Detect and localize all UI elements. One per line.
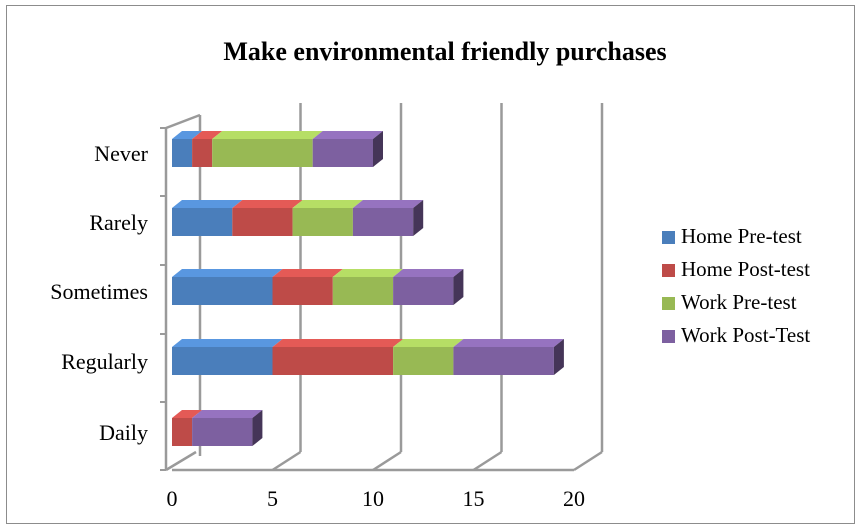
bar-front-face <box>272 347 394 375</box>
floor-left-edge <box>165 450 197 472</box>
bar-front-face <box>352 208 414 236</box>
legend-entry: Home Post-test <box>662 257 810 281</box>
bar-top-face <box>352 200 424 208</box>
bar-end-face <box>373 131 383 167</box>
bar-top-face <box>172 339 283 347</box>
bar-top-face <box>172 131 203 139</box>
chart-title: Make environmental friendly purchases <box>223 37 666 66</box>
y-tick-label: Regularly <box>61 349 148 374</box>
y-axis-ticks: Never Rarely Sometimes Regularly Daily <box>50 127 166 471</box>
bar-segment <box>172 410 203 446</box>
legend-swatch <box>662 264 675 277</box>
bar-top-face <box>453 339 564 347</box>
bar-segment <box>332 269 404 305</box>
bar-segment <box>393 339 464 375</box>
bar-front-face <box>332 277 394 305</box>
bar-segment <box>292 200 363 236</box>
legend-label: Home Pre-test <box>681 224 802 248</box>
legend-label: Work Post-Test <box>681 323 810 347</box>
y-tick-label: Never <box>94 141 148 166</box>
y-tick-label: Rarely <box>89 210 148 235</box>
legend-swatch <box>662 231 675 244</box>
bar-top-face <box>272 339 404 347</box>
bar-front-face <box>172 347 273 375</box>
x-tick-label: 5 <box>267 486 278 511</box>
bar-front-face <box>272 277 333 305</box>
y-tick-label: Sometimes <box>50 279 148 304</box>
legend-label: Work Pre-test <box>681 290 797 314</box>
bar-front-face <box>312 139 373 167</box>
bar-front-face <box>172 418 193 446</box>
bar-segment <box>172 200 243 236</box>
legend-entry: Work Pre-test <box>662 290 797 314</box>
x-tick-label: 0 <box>167 486 178 511</box>
bar-segment <box>352 200 424 236</box>
bar-top-face <box>172 269 283 277</box>
bar-segment <box>453 339 564 375</box>
bar-front-face <box>172 208 233 236</box>
bar-top-face <box>393 269 464 277</box>
bar-end-face <box>413 200 424 236</box>
bar-top-face <box>192 410 263 418</box>
bar-top-face <box>312 131 383 139</box>
legend-entry: Home Pre-test <box>662 224 802 248</box>
floor-gridline <box>271 450 302 472</box>
legend-swatch <box>662 330 675 343</box>
floor-gridline <box>372 450 402 472</box>
left-wall-top <box>165 113 201 130</box>
legend-swatch <box>662 297 675 310</box>
bar-segment <box>232 200 303 236</box>
bar-front-face <box>172 139 193 167</box>
bar-top-face <box>272 269 343 277</box>
bar-segment <box>272 269 343 305</box>
bar-top-face <box>192 131 223 139</box>
bar-end-face <box>453 269 464 305</box>
bar-front-face <box>292 208 353 236</box>
bar-top-face <box>232 200 303 208</box>
bar-segment <box>312 131 383 167</box>
bar-segment <box>272 339 404 375</box>
legend-entry: Work Post-Test <box>662 323 810 347</box>
bar-front-face <box>232 208 293 236</box>
floor-gridline <box>573 450 603 472</box>
bar-top-face <box>172 200 243 208</box>
legend-label: Home Post-test <box>681 257 810 281</box>
floor-gridline <box>472 450 503 472</box>
bar-top-face <box>332 269 404 277</box>
bar-front-face <box>172 277 273 305</box>
bar-top-face <box>393 339 464 347</box>
bar-top-face <box>172 410 203 418</box>
bar-segment <box>393 269 464 305</box>
bars <box>172 131 564 446</box>
bar-end-face <box>553 339 564 375</box>
bar-top-face <box>212 131 323 139</box>
x-axis-ticks: 0 5 10 15 20 <box>167 486 586 511</box>
bar-segment <box>212 131 323 167</box>
bar-front-face <box>192 418 253 446</box>
bar-front-face <box>453 347 554 375</box>
bar-segment <box>172 131 203 167</box>
bar-segment <box>172 339 283 375</box>
bar-segment <box>172 269 283 305</box>
bar-front-face <box>393 277 454 305</box>
bar-front-face <box>192 139 213 167</box>
x-tick-label: 20 <box>563 486 585 511</box>
bar-end-face <box>252 410 263 446</box>
bar-front-face <box>393 347 454 375</box>
bar-segment <box>192 131 223 167</box>
y-tick-label: Daily <box>99 420 148 445</box>
chart-frame <box>6 5 855 524</box>
bar-segment <box>192 410 263 446</box>
bar-top-face <box>292 200 363 208</box>
x-tick-label: 15 <box>463 486 485 511</box>
x-tick-label: 10 <box>362 486 384 511</box>
legend: Home Pre-test Home Post-test Work Pre-test… <box>662 224 810 347</box>
bar-front-face <box>212 139 313 167</box>
